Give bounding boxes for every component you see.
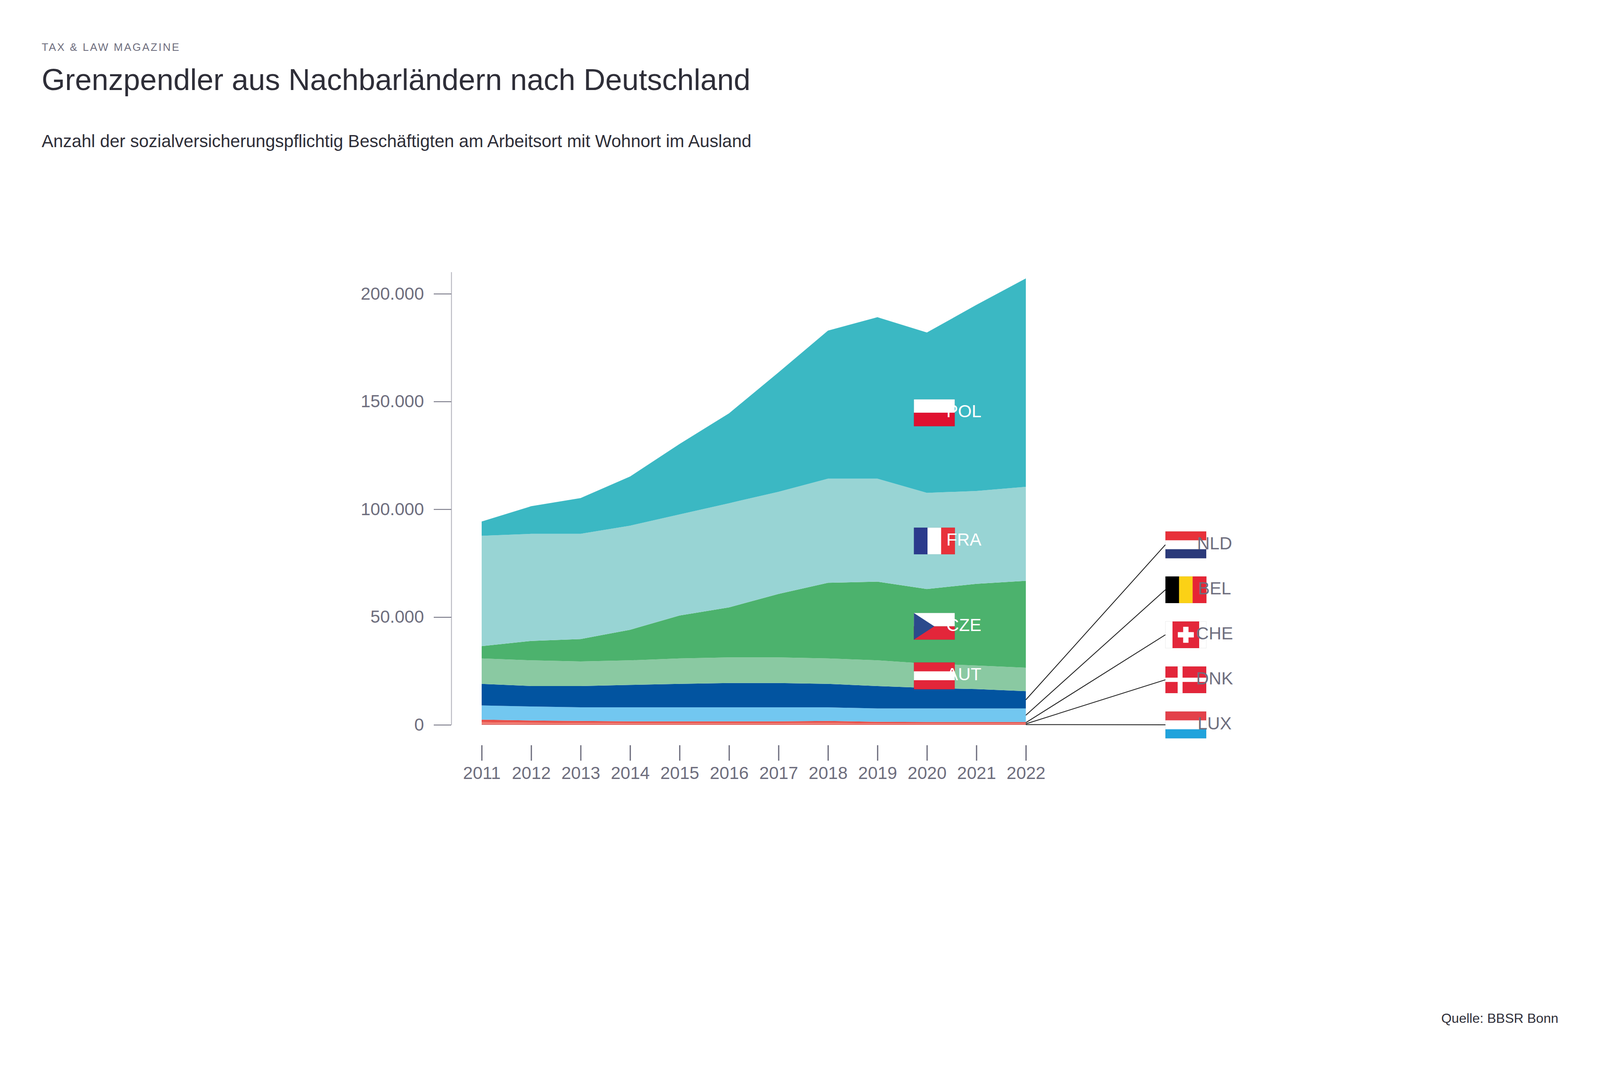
svg-text:AUT: AUT	[946, 664, 982, 684]
svg-text:2013: 2013	[561, 762, 600, 783]
svg-text:2015: 2015	[660, 762, 700, 783]
svg-text:2019: 2019	[858, 762, 898, 783]
html-text:Grenzpendler aus Nachbarländer: Grenzpendler aus Nachbarländern nach Deu…	[41, 62, 751, 97]
html-text:Quelle: BBSR Bonn: Quelle: BBSR Bonn	[1441, 1010, 1559, 1026]
svg-text:200.000: 200.000	[360, 283, 425, 304]
svg-text:2014: 2014	[610, 762, 650, 783]
svg-text:POL: POL	[946, 401, 982, 421]
svg-text:BEL: BEL	[1197, 578, 1231, 598]
svg-text:2020: 2020	[907, 762, 947, 783]
svg-text:50.000: 50.000	[370, 606, 424, 627]
svg-text:2012: 2012	[512, 762, 551, 783]
svg-text:LUX: LUX	[1197, 713, 1232, 733]
html-text:TAX & LAW MAGAZINE: TAX & LAW MAGAZINE	[41, 40, 181, 54]
svg-text:2018: 2018	[808, 762, 848, 783]
svg-text:150.000: 150.000	[360, 391, 425, 411]
svg-text:NLD: NLD	[1197, 533, 1233, 553]
svg-text:CHE: CHE	[1196, 623, 1234, 643]
svg-text:CZE: CZE	[946, 615, 982, 635]
html-text:Anzahl der sozialversicherungs: Anzahl der sozialversicherungspflichtig …	[41, 131, 752, 151]
svg-text:FRA: FRA	[946, 529, 982, 550]
svg-text:100.000: 100.000	[360, 499, 425, 519]
svg-text:2017: 2017	[759, 762, 798, 783]
svg-text:2016: 2016	[709, 762, 749, 783]
svg-text:2022: 2022	[1006, 762, 1046, 783]
svg-text:2011: 2011	[462, 762, 501, 783]
svg-text:2021: 2021	[957, 762, 996, 783]
svg-text:0: 0	[414, 714, 424, 735]
svg-text:DNK: DNK	[1196, 668, 1234, 688]
